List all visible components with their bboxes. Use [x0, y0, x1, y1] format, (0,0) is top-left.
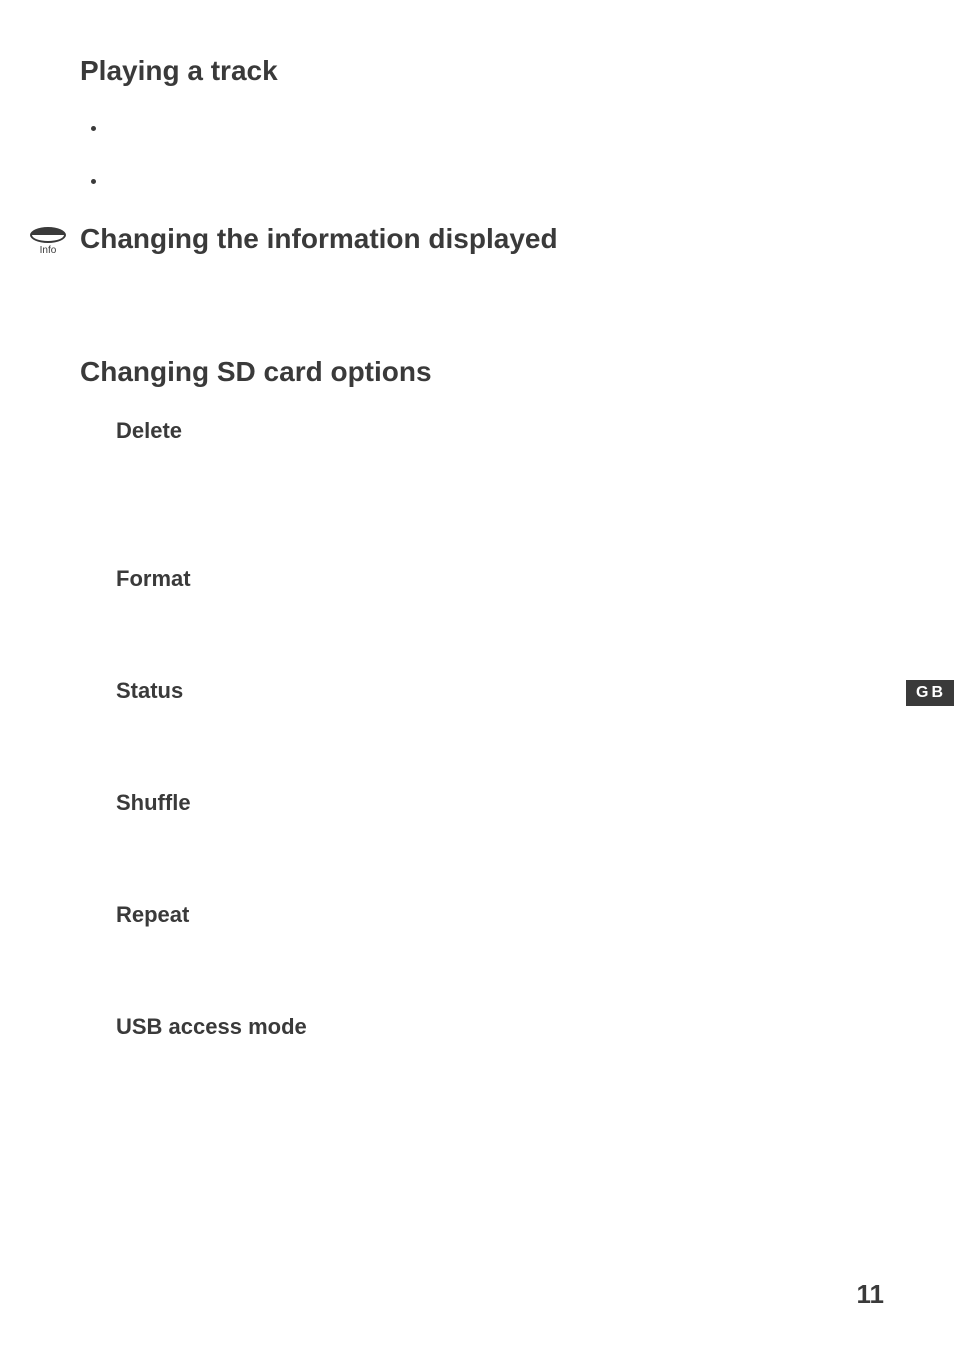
option-status: Status [116, 678, 884, 704]
heading-changing-sd-options: Changing SD card options [80, 356, 884, 388]
page-number: 11 [857, 1279, 885, 1310]
document-page: Playing a track Info Changing the inform… [0, 0, 954, 1350]
heading-playing-a-track: Playing a track [80, 55, 884, 87]
heading-with-icon: Info Changing the information displayed [30, 223, 884, 256]
info-icon: Info [30, 227, 66, 256]
info-icon-label: Info [40, 245, 57, 256]
option-shuffle: Shuffle [116, 790, 884, 816]
option-list: Delete Format Status Shuffle Repeat USB … [98, 418, 884, 1040]
option-repeat: Repeat [116, 902, 884, 928]
info-icon-shape [30, 227, 66, 243]
language-badge: GB [906, 680, 954, 706]
bullet-item [108, 117, 884, 138]
bullet-list [108, 117, 884, 191]
option-format: Format [116, 566, 884, 592]
heading-changing-info-displayed: Changing the information displayed [80, 223, 558, 255]
option-usb-access-mode: USB access mode [116, 1014, 884, 1040]
option-delete: Delete [116, 418, 884, 444]
bullet-item [108, 170, 884, 191]
